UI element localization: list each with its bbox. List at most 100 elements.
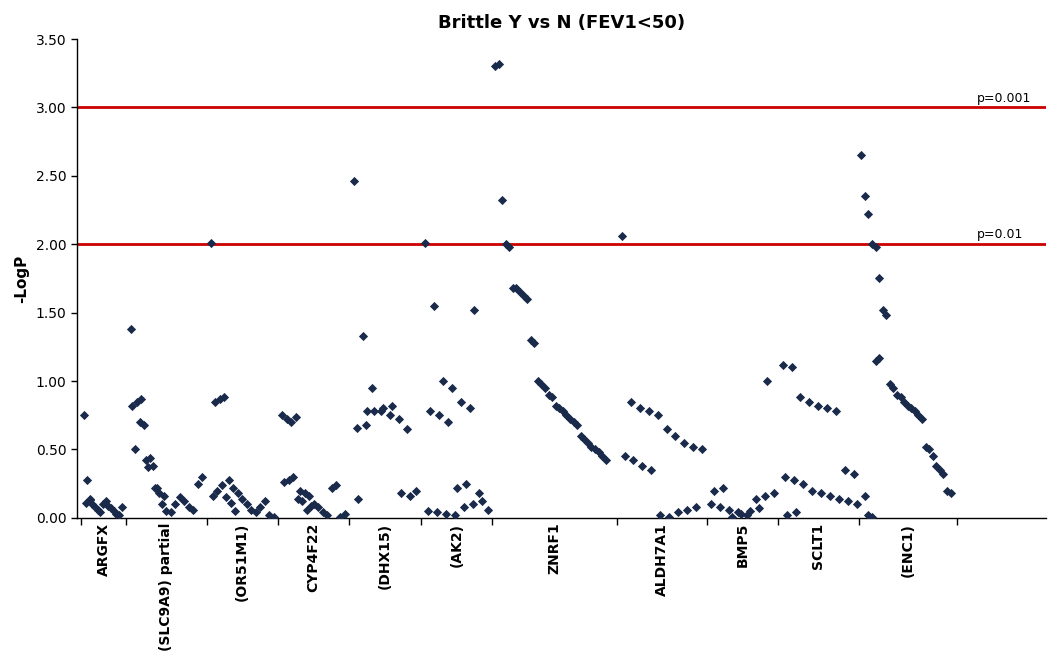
- Point: [494, 195, 511, 205]
- Point: [544, 392, 561, 403]
- Point: [874, 305, 891, 315]
- Point: [466, 305, 483, 315]
- Point: [82, 495, 99, 505]
- Point: [881, 378, 898, 389]
- Point: [616, 451, 633, 462]
- Point: [314, 507, 331, 518]
- Point: [136, 420, 153, 430]
- Point: [126, 444, 143, 455]
- Point: [287, 412, 304, 422]
- Point: [903, 403, 920, 414]
- Point: [399, 424, 416, 434]
- Point: [658, 424, 675, 434]
- Point: [408, 485, 425, 496]
- Point: [448, 482, 465, 493]
- Point: [580, 438, 597, 448]
- Point: [518, 294, 535, 305]
- Point: [924, 451, 941, 462]
- Point: [562, 414, 579, 425]
- Point: [142, 452, 159, 463]
- Point: [822, 491, 838, 501]
- Point: [938, 485, 955, 496]
- Point: [86, 501, 103, 512]
- Point: [132, 394, 149, 404]
- Point: [885, 382, 902, 393]
- Point: [590, 447, 607, 458]
- Point: [128, 396, 145, 407]
- Point: [921, 444, 938, 455]
- Point: [867, 355, 884, 366]
- Point: [512, 287, 529, 297]
- Point: [446, 510, 463, 521]
- Point: [558, 410, 575, 420]
- Point: [229, 488, 246, 499]
- Point: [536, 382, 553, 393]
- Point: [364, 382, 381, 393]
- Point: [202, 237, 219, 248]
- Point: [417, 237, 434, 248]
- Point: [529, 376, 546, 386]
- Point: [194, 471, 211, 482]
- Point: [932, 465, 949, 475]
- Point: [515, 291, 532, 301]
- Y-axis label: -LogP: -LogP: [14, 254, 29, 303]
- Point: [852, 150, 869, 161]
- Point: [328, 479, 345, 490]
- Point: [138, 455, 155, 465]
- Point: [75, 410, 92, 420]
- Point: [795, 478, 812, 489]
- Point: [867, 241, 884, 252]
- Point: [323, 482, 340, 493]
- Point: [813, 488, 830, 499]
- Point: [280, 474, 297, 485]
- Point: [597, 455, 614, 465]
- Point: [785, 474, 802, 485]
- Point: [98, 496, 114, 507]
- Point: [292, 485, 308, 496]
- Point: [640, 406, 657, 416]
- Point: [375, 403, 392, 414]
- Point: [366, 406, 383, 416]
- Point: [420, 505, 437, 516]
- Point: [140, 462, 157, 473]
- Point: [421, 406, 438, 416]
- Point: [634, 461, 651, 471]
- Point: [705, 485, 722, 496]
- Point: [703, 499, 720, 509]
- Point: [382, 410, 399, 420]
- Point: [779, 510, 796, 521]
- Point: [289, 493, 306, 504]
- Point: [569, 420, 586, 430]
- Point: [723, 511, 740, 522]
- Point: [247, 507, 264, 518]
- Point: [551, 403, 568, 414]
- Point: [756, 491, 773, 501]
- Point: [103, 503, 120, 513]
- Point: [917, 442, 934, 452]
- Point: [348, 422, 365, 433]
- Point: [372, 406, 389, 416]
- Point: [100, 500, 117, 511]
- Point: [207, 396, 224, 407]
- Point: [464, 499, 481, 509]
- Point: [336, 509, 353, 519]
- Point: [505, 283, 522, 293]
- Point: [765, 488, 782, 499]
- Point: [310, 501, 326, 512]
- Point: [739, 510, 756, 521]
- Point: [162, 507, 179, 518]
- Point: [878, 310, 895, 321]
- Point: [172, 492, 189, 503]
- Point: [305, 499, 322, 509]
- Point: [652, 510, 669, 521]
- Point: [864, 239, 881, 249]
- Point: [497, 239, 514, 249]
- Point: [942, 488, 959, 499]
- Point: [479, 504, 496, 515]
- Point: [714, 482, 731, 493]
- Point: [238, 499, 255, 509]
- Point: [89, 504, 106, 515]
- Point: [456, 501, 473, 512]
- Title: Brittle Y vs N (FEV1<50): Brittle Y vs N (FEV1<50): [438, 14, 685, 32]
- Point: [148, 482, 165, 493]
